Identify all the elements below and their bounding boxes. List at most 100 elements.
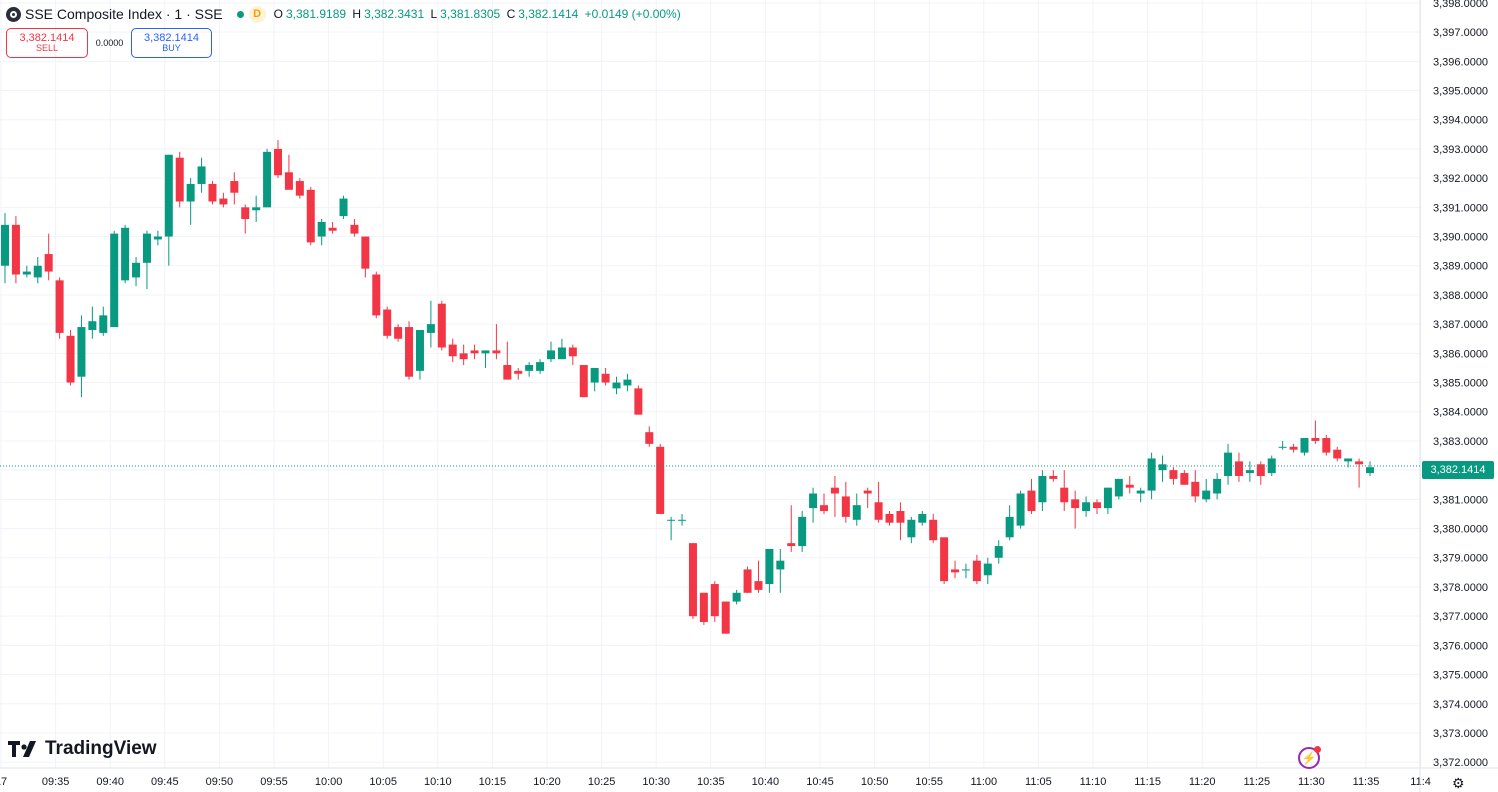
high-label: H xyxy=(352,7,362,21)
candle-body xyxy=(1071,499,1080,509)
candle-body xyxy=(885,513,894,523)
delay-badge[interactable]: D xyxy=(248,5,266,23)
candle-body xyxy=(710,584,719,617)
x-tick-label: 10:00 xyxy=(315,776,343,788)
current-price-label: 3,382.1414 xyxy=(1422,461,1494,479)
y-tick-label: 3,373.0000 xyxy=(1433,728,1488,740)
low-value: 3,381.8305 xyxy=(440,7,501,21)
candle-body xyxy=(1355,461,1364,465)
candle-body xyxy=(1,224,9,266)
candle-body xyxy=(383,309,392,336)
x-tick-label: 10:40 xyxy=(752,776,780,788)
sell-button[interactable]: 3,382.1414 SELL xyxy=(6,28,88,58)
candle-body xyxy=(1016,493,1025,526)
candle-body xyxy=(623,379,632,386)
candle-body xyxy=(1125,484,1134,488)
candle-body xyxy=(197,166,206,184)
candle-body xyxy=(66,335,75,383)
y-tick-label: 3,392.0000 xyxy=(1433,173,1488,185)
ohlc-values: O 3,381.9189 H 3,382.3431 L 3,381.8305 C 3,3… xyxy=(274,7,684,21)
candle-body xyxy=(557,347,566,360)
candle-body xyxy=(372,274,381,316)
candle-body xyxy=(88,321,97,330)
candle-body xyxy=(765,548,774,585)
settings-gear-icon[interactable]: ⚙ xyxy=(1452,775,1465,791)
y-tick-label: 3,385.0000 xyxy=(1433,378,1488,390)
y-tick-label: 3,383.0000 xyxy=(1433,436,1488,448)
candle-body xyxy=(688,543,697,617)
candle-body xyxy=(230,181,239,193)
x-tick-label: 17 xyxy=(0,776,7,788)
candle-body xyxy=(656,446,665,514)
x-tick-label: 10:50 xyxy=(861,776,889,788)
x-tick-label: 09:40 xyxy=(96,776,124,788)
x-tick-label: 10:05 xyxy=(369,776,397,788)
candle-body xyxy=(1322,438,1331,453)
sell-label: SELL xyxy=(35,43,59,54)
y-tick-label: 3,388.0000 xyxy=(1433,290,1488,302)
candle-body xyxy=(1005,516,1014,538)
y-tick-label: 3,398.0000 xyxy=(1433,0,1488,10)
candle-body xyxy=(699,592,708,622)
y-tick-label: 3,378.0000 xyxy=(1433,582,1488,594)
x-tick-label: 09:55 xyxy=(260,776,288,788)
candle-body xyxy=(153,236,162,240)
candle-body xyxy=(317,221,326,237)
candle-body xyxy=(219,198,228,205)
x-tick-label: 09:45 xyxy=(151,776,179,788)
x-tick-label: 11:20 xyxy=(1189,776,1216,788)
tradingview-logo[interactable]: TradingView xyxy=(8,738,157,760)
candle-body xyxy=(55,280,64,333)
candle-body xyxy=(339,198,348,217)
candle-body xyxy=(1311,438,1320,441)
candle-body xyxy=(132,262,141,278)
candle-body xyxy=(743,569,752,593)
candle-body xyxy=(1256,464,1265,476)
y-tick-label: 3,389.0000 xyxy=(1433,261,1488,273)
candle-body xyxy=(754,581,763,590)
y-tick-label: 3,375.0000 xyxy=(1433,670,1488,682)
candle-body xyxy=(678,519,687,521)
y-tick-label: 3,393.0000 xyxy=(1433,144,1488,156)
candle-body xyxy=(437,303,446,348)
x-tick-label: 11:00 xyxy=(970,776,997,788)
candle-body xyxy=(350,224,359,234)
candle-body xyxy=(492,350,501,354)
candle-body xyxy=(1300,438,1309,453)
low-label: L xyxy=(430,7,438,21)
buy-button[interactable]: 3,382.1414 BUY xyxy=(131,28,212,58)
x-tick-label: 09:50 xyxy=(206,776,234,788)
candle-body xyxy=(405,327,414,377)
candle-body xyxy=(274,148,282,176)
x-tick-label: 11:30 xyxy=(1298,776,1325,788)
y-tick-label: 3,384.0000 xyxy=(1433,407,1488,419)
x-tick-label: 10:30 xyxy=(642,776,670,788)
buy-label: BUY xyxy=(162,43,181,54)
candle-body xyxy=(820,505,828,512)
candle-body xyxy=(809,493,818,509)
candle-body xyxy=(852,505,861,520)
candle-body xyxy=(798,516,807,547)
x-tick-label: 11:25 xyxy=(1243,776,1270,788)
candle-body xyxy=(590,367,599,383)
y-tick-label: 3,386.0000 xyxy=(1433,348,1488,360)
y-tick-label: 3,374.0000 xyxy=(1433,699,1488,711)
bolt-icon[interactable]: ⚡ xyxy=(1298,746,1321,769)
candle-body xyxy=(361,236,370,269)
candle-body xyxy=(896,511,905,523)
candle-body xyxy=(961,569,970,571)
candle-body xyxy=(874,502,883,520)
candle-body xyxy=(110,233,119,328)
candle-body xyxy=(918,513,927,523)
candle-body xyxy=(1267,458,1276,474)
x-tick-label: 11:4 xyxy=(1410,776,1431,788)
y-tick-label: 3,391.0000 xyxy=(1433,202,1488,214)
live-dot-icon xyxy=(236,10,244,18)
candle-body xyxy=(394,327,403,339)
candle-body xyxy=(907,519,916,538)
open-value: 3,381.9189 xyxy=(285,7,347,21)
candle-body xyxy=(994,546,1003,558)
symbol-title[interactable]: SSE Composite Index · 1 · SSE xyxy=(25,6,223,22)
candle-body xyxy=(295,181,304,196)
